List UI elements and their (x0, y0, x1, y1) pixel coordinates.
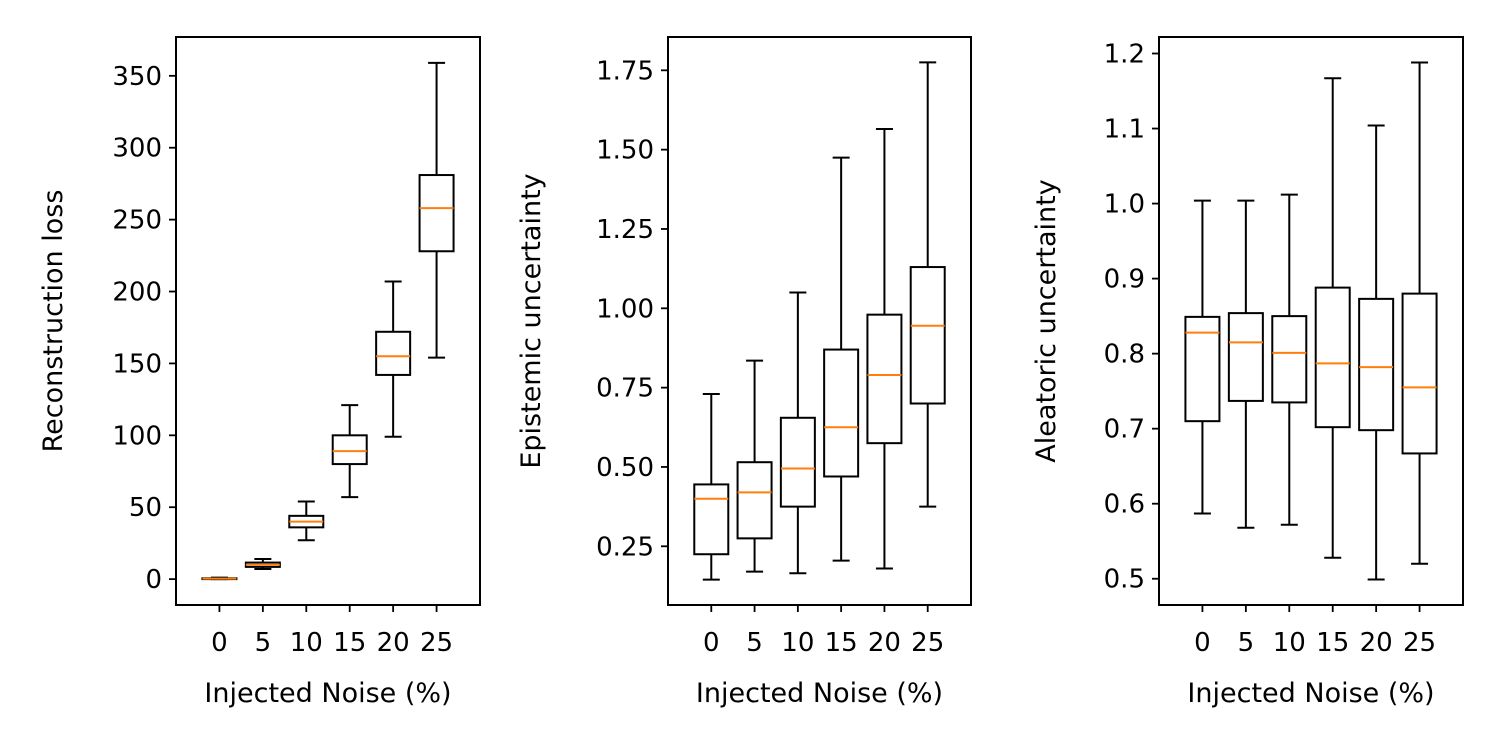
x-tick-label: 10 (290, 628, 323, 658)
x-tick-label: 5 (746, 628, 763, 658)
y-tick-label: 0.75 (596, 374, 654, 404)
y-axis-label: Epistemic uncertainty (516, 173, 547, 468)
x-tick-label: 15 (1316, 628, 1349, 658)
x-tick-label: 5 (1238, 628, 1255, 658)
y-tick-label: 0.6 (1104, 490, 1145, 520)
y-tick-label: 50 (129, 493, 162, 523)
y-tick-label: 0.7 (1104, 415, 1145, 445)
box-5 (736, 359, 773, 573)
y-tick-label: 1.50 (596, 136, 654, 166)
plot-frame (1158, 36, 1464, 606)
box-iqr (736, 461, 773, 540)
box-25 (909, 61, 946, 508)
y-tick-label: 1.75 (596, 56, 654, 86)
box-25 (418, 61, 455, 359)
x-axis-label: Injected Noise (%) (1187, 678, 1434, 709)
y-tick-label: 0 (145, 565, 162, 595)
plot-frame (667, 36, 972, 606)
x-tick-label: 20 (1360, 628, 1393, 658)
box-0 (1184, 199, 1221, 515)
chart-panel-2: 0.25 0.50 0.75 1.00 1.25 1.50 1.75 0 5 10 15 20 25 In… (516, 36, 972, 709)
y-tick-label: 0.8 (1104, 340, 1145, 370)
box-iqr (1184, 315, 1221, 423)
box-0 (201, 576, 238, 581)
box-iqr (909, 266, 946, 405)
box-10 (779, 291, 816, 575)
box-iqr (1401, 292, 1438, 455)
box-iqr (1358, 297, 1395, 432)
x-tick-label: 0 (211, 628, 228, 658)
box-iqr (1271, 315, 1308, 404)
x-tick-label: 25 (420, 628, 453, 658)
y-tick-label: 250 (112, 206, 162, 236)
box-15 (1314, 77, 1351, 559)
chart-panel-3: 0.5 0.6 0.7 0.8 0.9 1.0 1.1 1.2 0 5 10 15 20 25 Inject… (1031, 36, 1464, 709)
y-axis-label: Reconstruction loss (38, 190, 69, 453)
x-axis-label: Injected Noise (%) (204, 678, 451, 709)
box-iqr (331, 434, 368, 466)
box-20 (375, 280, 412, 438)
box-15 (331, 404, 368, 499)
plot-frame (175, 36, 481, 606)
y-tick-label: 200 (112, 278, 162, 308)
box-15 (823, 156, 860, 562)
x-tick-label: 25 (1403, 628, 1436, 658)
x-axis-label: Injected Noise (%) (696, 678, 943, 709)
box-10 (288, 500, 325, 542)
x-tick-label: 0 (1194, 628, 1211, 658)
box-10 (1271, 193, 1308, 526)
x-tick-label: 5 (255, 628, 272, 658)
box-0 (693, 392, 730, 581)
x-tick-label: 25 (911, 628, 944, 658)
box-iqr (1314, 286, 1351, 429)
box-iqr (866, 313, 903, 445)
y-tick-label: 0.50 (596, 453, 654, 483)
box-iqr (779, 416, 816, 508)
y-tick-label: 1.00 (596, 294, 654, 324)
box-5 (1227, 199, 1264, 529)
x-tick-label: 10 (781, 628, 814, 658)
y-tick-label: 350 (112, 62, 162, 92)
y-axis-label: Aleatoric uncertainty (1031, 179, 1062, 462)
x-tick-label: 15 (825, 628, 858, 658)
box-20 (1358, 124, 1395, 581)
box-iqr (375, 330, 412, 376)
x-tick-label: 20 (377, 628, 410, 658)
y-tick-label: 300 (112, 134, 162, 164)
box-iqr (823, 348, 860, 478)
box-iqr (418, 174, 455, 253)
box-iqr (693, 483, 730, 556)
y-tick-label: 100 (112, 421, 162, 451)
x-tick-label: 20 (868, 628, 901, 658)
y-tick-label: 1.2 (1104, 40, 1145, 70)
y-tick-label: 0.25 (596, 532, 654, 562)
y-tick-label: 0.9 (1104, 265, 1145, 295)
box-20 (866, 128, 903, 570)
y-tick-label: 1.0 (1104, 190, 1145, 220)
box-5 (244, 557, 281, 571)
y-tick-label: 1.1 (1104, 115, 1145, 145)
box-25 (1401, 61, 1438, 565)
y-tick-label: 1.25 (596, 215, 654, 245)
x-tick-label: 10 (1273, 628, 1306, 658)
y-tick-label: 0.5 (1104, 565, 1145, 595)
x-tick-label: 15 (333, 628, 366, 658)
box-iqr (1227, 312, 1264, 402)
y-tick-label: 150 (112, 349, 162, 379)
x-tick-label: 0 (703, 628, 720, 658)
